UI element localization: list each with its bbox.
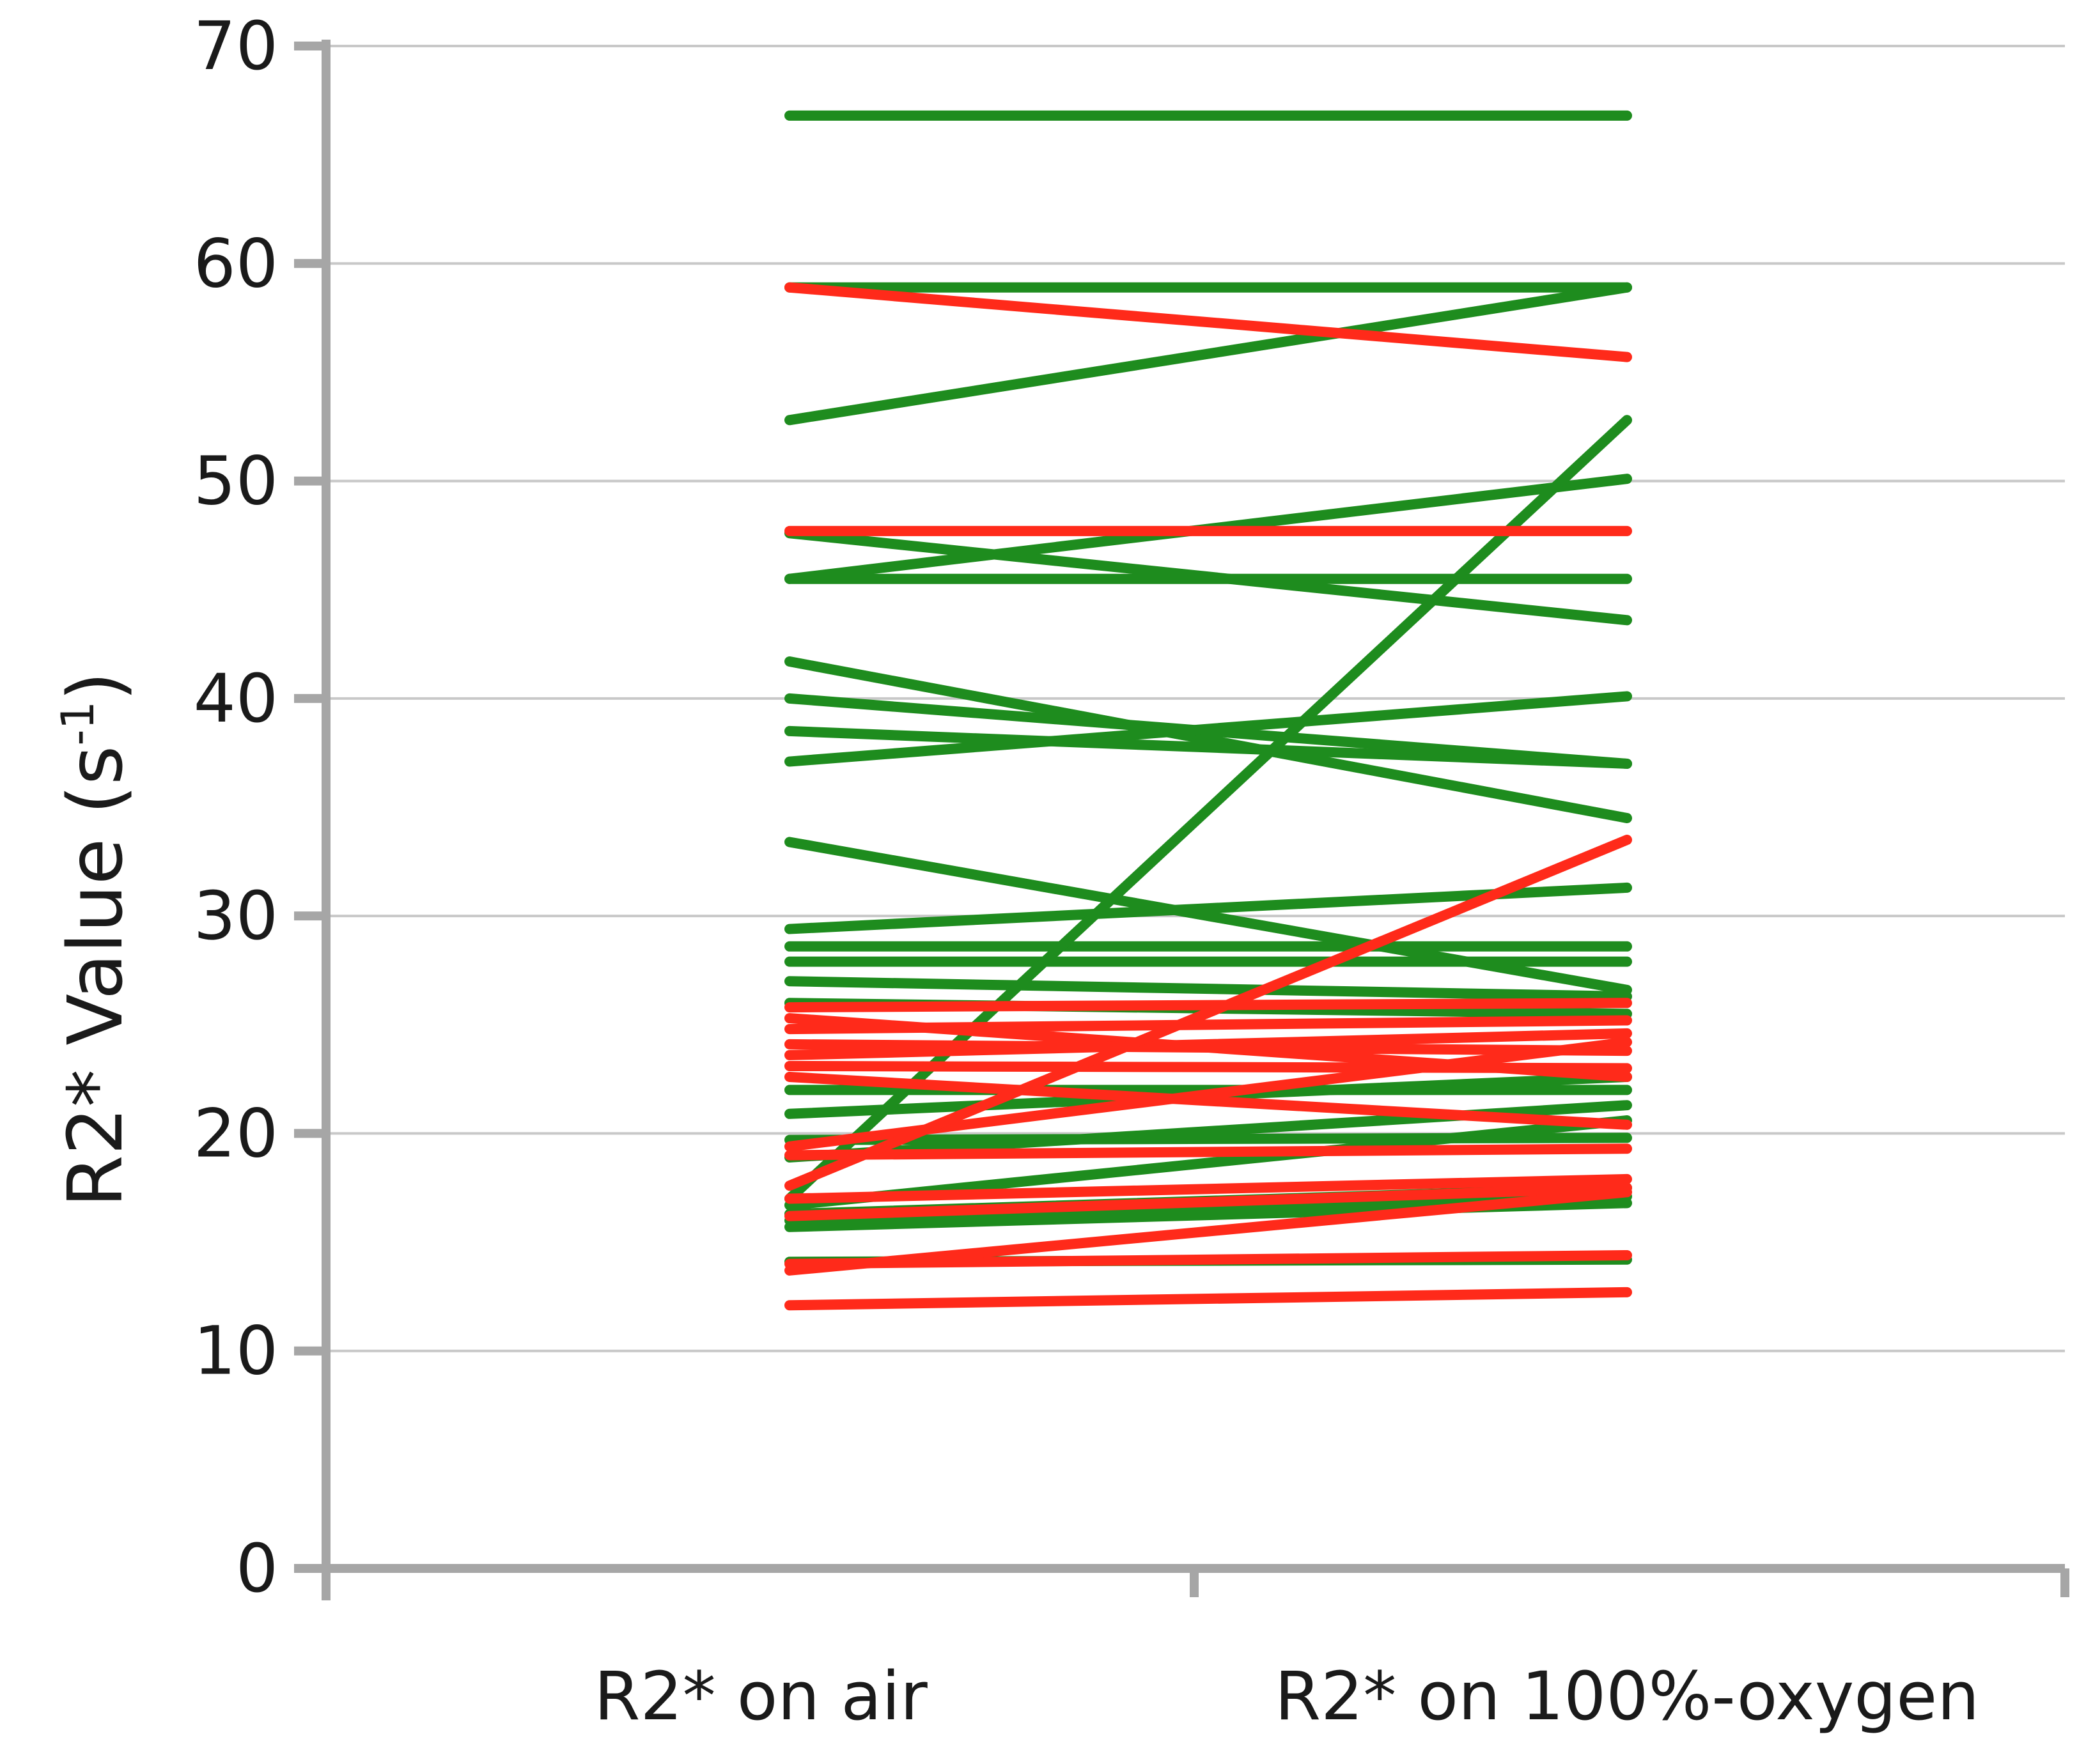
- y-axis-title: R2* Value (s-1): [51, 672, 139, 1207]
- series-lines: [784, 110, 1632, 1311]
- series-line-32: [784, 1028, 1632, 1060]
- series-line-33: [784, 1060, 1632, 1074]
- series-line-9: [784, 691, 1632, 767]
- series-line-38: [784, 1173, 1632, 1204]
- series-line-41: [784, 1187, 1632, 1276]
- y-axis-title-suffix: ): [51, 672, 139, 701]
- series-line-37: [784, 835, 1632, 1191]
- series-line-26: [784, 282, 1632, 362]
- y-tick-label-20: 20: [194, 1094, 278, 1172]
- series-line-14: [784, 976, 1632, 1002]
- series-line-42: [784, 1287, 1632, 1311]
- y-axis-title-base: R2* Value (s: [51, 746, 139, 1208]
- x-category-label-1: R2* on 100%-oxygen: [1275, 1657, 1979, 1735]
- series-line-39: [784, 1182, 1632, 1221]
- y-tick-label-0: 0: [236, 1529, 278, 1607]
- y-tick-label-50: 50: [194, 442, 278, 520]
- x-category-label-0: R2* on air: [594, 1657, 928, 1735]
- series-line-28: [784, 998, 1632, 1013]
- series-line-6: [784, 656, 1632, 824]
- y-axis-title-sup: -1: [52, 701, 104, 746]
- y-tick-label-30: 30: [194, 877, 278, 955]
- axes: [294, 40, 2069, 1600]
- labels: 0 10 20 30 40 50 60 70 R2* on air R2* on 100%-oxy…: [194, 7, 1980, 1735]
- y-tick-label-70: 70: [194, 7, 278, 85]
- series-line-30: [784, 1015, 1632, 1035]
- series-line-34: [784, 1071, 1632, 1130]
- y-tick-label-40: 40: [194, 660, 278, 738]
- y-tick-label-10: 10: [194, 1312, 278, 1390]
- y-tick-label-60: 60: [194, 224, 278, 302]
- series-line-8: [784, 725, 1632, 769]
- series-line-36: [784, 1143, 1632, 1161]
- series-line-2: [784, 282, 1632, 426]
